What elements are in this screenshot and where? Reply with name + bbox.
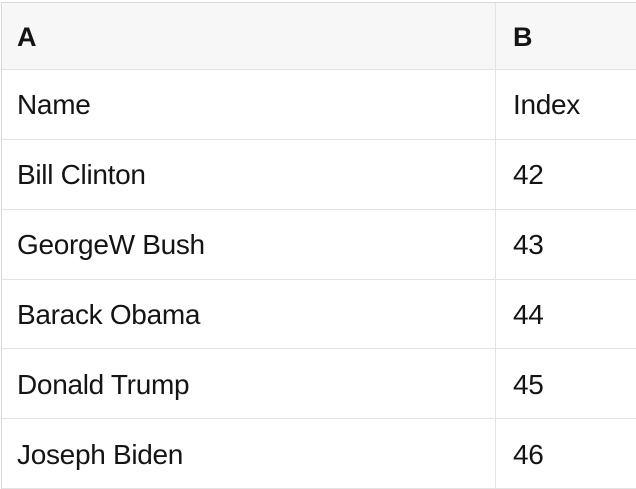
cell-a3[interactable]: GeorgeW Bush (2, 209, 496, 280)
cell-b1[interactable]: Index (496, 70, 636, 140)
cell-b5[interactable]: 45 (496, 349, 636, 420)
cell-a1[interactable]: Name (2, 70, 496, 140)
cell-b3[interactable]: 43 (496, 210, 636, 280)
column-header-b[interactable]: B (496, 3, 636, 70)
cell-a5[interactable]: Donald Trump (2, 349, 496, 420)
cell-a6[interactable]: Joseph Biden (2, 419, 496, 489)
column-header-a[interactable]: A (2, 3, 496, 70)
cell-b6[interactable]: 46 (496, 419, 636, 489)
cell-b2[interactable]: 42 (496, 140, 636, 210)
cell-a4[interactable]: Barack Obama (2, 279, 496, 350)
cell-b4[interactable]: 44 (496, 280, 636, 350)
cell-a2[interactable]: Bill Clinton (2, 139, 496, 210)
